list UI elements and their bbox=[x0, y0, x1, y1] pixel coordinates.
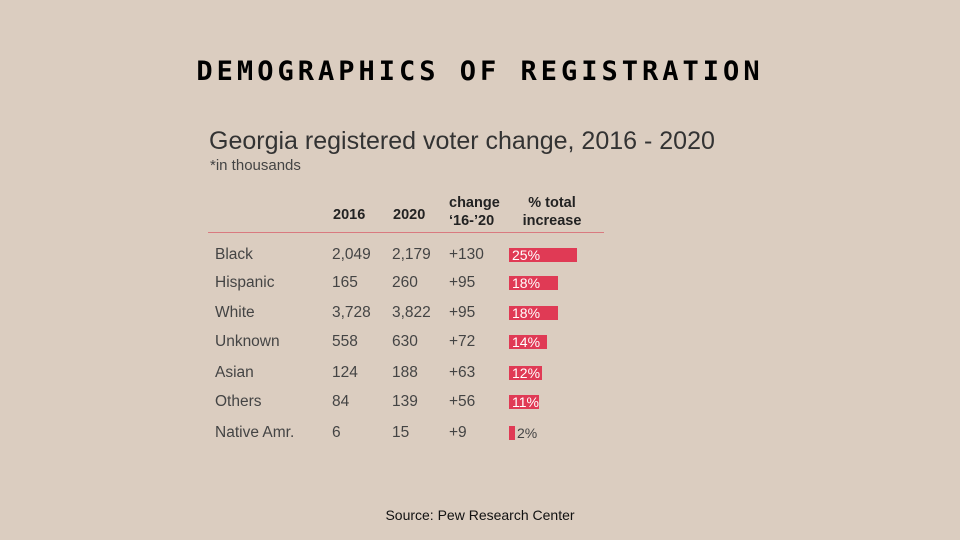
value-change: +72 bbox=[449, 333, 476, 350]
pct-bar bbox=[509, 276, 558, 290]
value-change: +95 bbox=[449, 304, 476, 321]
pct-bar bbox=[509, 248, 577, 262]
pct-label: 2% bbox=[517, 425, 538, 441]
group-label: Asian bbox=[215, 364, 254, 381]
value-2020: 3,822 bbox=[392, 304, 431, 321]
pct-label: 12% bbox=[512, 365, 541, 381]
group-label: Unknown bbox=[215, 333, 280, 350]
pct-label: 18% bbox=[512, 305, 541, 321]
chart-subtitle: *in thousands bbox=[210, 157, 301, 174]
pct-bar bbox=[509, 395, 539, 409]
pct-label: 14% bbox=[512, 334, 541, 350]
value-2020: 188 bbox=[392, 364, 418, 381]
table-row: Asian 124 188 +63 12% bbox=[0, 361, 960, 385]
group-label: White bbox=[215, 304, 255, 321]
table-row: Black 2,049 2,179 +130 25% bbox=[0, 243, 960, 267]
header-divider bbox=[208, 232, 604, 233]
value-2016: 2,049 bbox=[332, 246, 371, 263]
group-label: Others bbox=[215, 393, 262, 410]
group-label: Black bbox=[215, 246, 253, 263]
column-header-2016: 2016 bbox=[333, 207, 366, 223]
chart-title: Georgia registered voter change, 2016 - … bbox=[209, 127, 715, 155]
pct-label: 18% bbox=[512, 275, 541, 291]
value-2016: 84 bbox=[332, 393, 350, 410]
value-change: +130 bbox=[449, 246, 484, 263]
column-header-pct-increase: % total increase bbox=[522, 195, 582, 229]
group-label: Hispanic bbox=[215, 274, 275, 291]
value-2016: 124 bbox=[332, 364, 358, 381]
pct-label: 25% bbox=[512, 247, 541, 263]
value-2020: 630 bbox=[392, 333, 418, 350]
pct-label: 11% bbox=[512, 394, 539, 410]
column-header-2020: 2020 bbox=[393, 207, 426, 223]
value-2020: 15 bbox=[392, 424, 410, 441]
table-row: Others 84 139 +56 11% bbox=[0, 390, 960, 414]
value-change: +95 bbox=[449, 274, 476, 291]
slide-title: DEMOGRAPHICS OF REGISTRATION bbox=[196, 56, 764, 87]
pct-bar bbox=[509, 335, 547, 349]
table-row: Hispanic 165 260 +95 18% bbox=[0, 271, 960, 295]
value-2016: 558 bbox=[332, 333, 358, 350]
value-2016: 3,728 bbox=[332, 304, 371, 321]
value-2016: 6 bbox=[332, 424, 341, 441]
column-header-change: change ‘16-’20 bbox=[449, 195, 500, 229]
source-note: Source: Pew Research Center bbox=[385, 507, 575, 523]
table-row: Unknown 558 630 +72 14% bbox=[0, 330, 960, 354]
value-change: +56 bbox=[449, 393, 476, 410]
group-label: Native Amr. bbox=[215, 424, 295, 441]
pct-bar bbox=[509, 306, 558, 320]
pct-bar bbox=[509, 426, 515, 440]
value-2020: 139 bbox=[392, 393, 418, 410]
value-2020: 2,179 bbox=[392, 246, 431, 263]
value-2020: 260 bbox=[392, 274, 418, 291]
table-row: Native Amr. 6 15 +9 2% bbox=[0, 421, 960, 445]
table-row: White 3,728 3,822 +95 18% bbox=[0, 301, 960, 325]
value-change: +63 bbox=[449, 364, 476, 381]
value-change: +9 bbox=[449, 424, 467, 441]
value-2016: 165 bbox=[332, 274, 358, 291]
pct-bar bbox=[509, 366, 542, 380]
